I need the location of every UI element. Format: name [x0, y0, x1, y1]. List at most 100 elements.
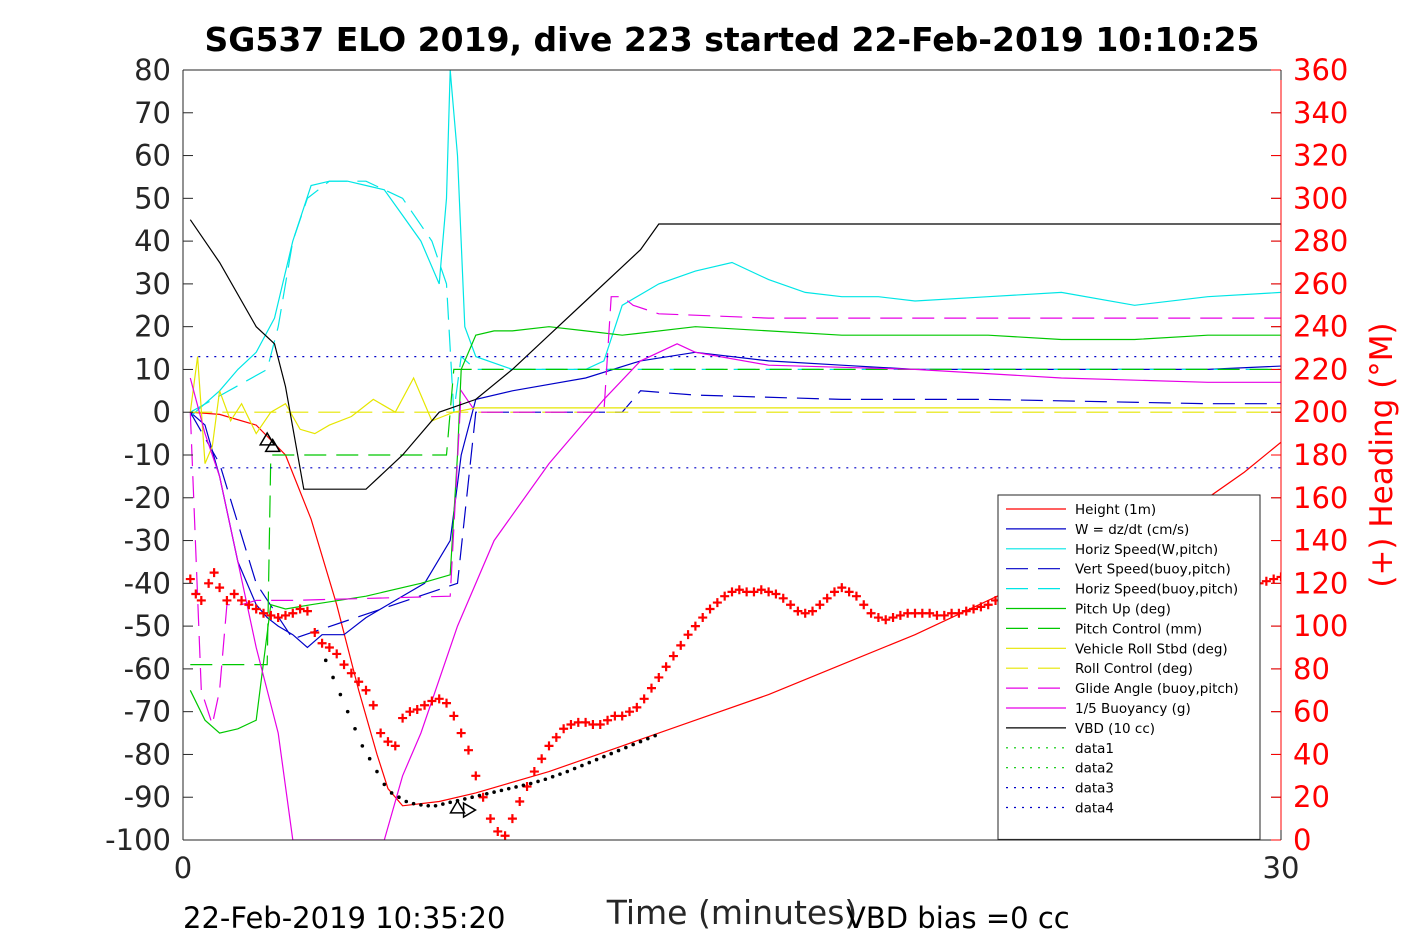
heading-marker — [793, 606, 803, 616]
heading-marker — [654, 672, 664, 682]
heading-marker — [756, 585, 766, 595]
right-tick-label: 100 — [1293, 609, 1348, 643]
left-tick-label: -80 — [124, 737, 171, 771]
right-tick-label: 260 — [1293, 267, 1348, 301]
right-tick-label: 280 — [1293, 224, 1348, 258]
heading-marker — [376, 728, 386, 738]
height-dot — [375, 769, 379, 774]
legend-label: Glide Angle (buoy,pitch) — [1075, 681, 1239, 697]
heading-marker — [493, 826, 503, 836]
heading-marker — [302, 606, 312, 616]
left-tick-label: -30 — [124, 524, 171, 558]
height-dot — [646, 736, 650, 741]
heading-marker — [698, 613, 708, 623]
heading-marker — [185, 574, 195, 584]
heading-marker — [720, 591, 730, 601]
heading-marker — [859, 600, 869, 610]
heading-marker — [463, 745, 473, 755]
height-dot — [397, 795, 401, 800]
heading-marker — [427, 696, 437, 706]
heading-marker — [617, 711, 627, 721]
legend-label: Vert Speed(buoy,pitch) — [1075, 562, 1231, 578]
heading-marker — [456, 728, 466, 738]
height-dot — [477, 793, 482, 798]
height-dot — [543, 777, 548, 782]
heading-marker — [280, 610, 290, 620]
height-dot — [463, 797, 467, 801]
heading-marker — [749, 587, 759, 597]
heading-marker — [771, 589, 781, 599]
height-dot — [441, 802, 445, 806]
heading-marker — [581, 717, 591, 727]
heading-marker — [866, 608, 876, 618]
heading-marker — [837, 583, 847, 593]
triangle-marker — [462, 801, 477, 819]
legend-label: data4 — [1075, 801, 1114, 817]
legend-label: Horiz Speed(W,pitch) — [1075, 542, 1218, 558]
heading-marker — [888, 613, 898, 623]
heading-marker — [196, 595, 206, 605]
legend-label: data3 — [1075, 781, 1114, 797]
triangle-marker — [258, 431, 276, 446]
heading-marker — [346, 668, 356, 678]
heading-marker — [786, 600, 796, 610]
series-line-2 — [189, 70, 1281, 417]
heading-marker — [954, 608, 964, 618]
footer-timestamp: 22-Feb-2019 10:35:20 — [183, 901, 505, 935]
heading-marker — [764, 587, 774, 597]
heading-marker — [632, 702, 642, 712]
height-dot — [624, 745, 628, 750]
heading-marker — [485, 814, 495, 824]
legend-label: W = dz/dt (cm/s) — [1075, 522, 1189, 538]
heading-marker — [471, 771, 481, 781]
left-tick-label: -40 — [124, 566, 171, 600]
legend-label: data2 — [1075, 761, 1114, 777]
left-tick-label: 40 — [134, 224, 171, 258]
footer-vbd-bias: VBD bias =0 cc — [846, 901, 1070, 935]
heading-marker — [259, 608, 269, 618]
height-dot — [323, 658, 328, 663]
heading-marker — [339, 660, 349, 670]
legend-label: Roll Control (deg) — [1075, 661, 1193, 677]
heading-marker — [676, 640, 686, 650]
legend-label: Horiz Speed(buoy,pitch) — [1075, 582, 1238, 598]
legend-box — [997, 494, 1261, 840]
heading-marker — [559, 724, 569, 734]
heading-marker — [566, 720, 576, 729]
height-dot — [484, 792, 489, 796]
legend-label: Pitch Control (mm) — [1075, 621, 1202, 637]
height-dot — [353, 726, 357, 731]
heading-marker — [529, 767, 539, 777]
height-dot — [572, 766, 577, 771]
height-dot — [550, 774, 555, 779]
right-tick-label: 220 — [1293, 352, 1348, 386]
heading-marker — [983, 600, 993, 610]
heading-marker — [646, 683, 656, 693]
heading-marker — [969, 604, 979, 614]
heading-marker — [925, 608, 935, 618]
heading-marker — [829, 587, 839, 597]
heading-marker — [537, 754, 547, 764]
heading-marker — [668, 651, 678, 661]
height-dot — [565, 769, 570, 774]
heading-marker — [310, 628, 320, 638]
heading-marker — [317, 638, 327, 648]
heading-marker — [683, 630, 693, 640]
heading-marker — [800, 608, 810, 618]
height-dot — [514, 785, 518, 789]
height-dot — [367, 756, 372, 761]
series-line-7 — [189, 356, 1281, 464]
axes: 80706050403020100-10-20-30-40-50-60-70-8… — [105, 53, 1348, 885]
legend-label: Pitch Up (deg) — [1075, 602, 1171, 618]
x-tick-label: 0 — [174, 851, 192, 885]
heading-marker — [361, 685, 371, 695]
series-line-11 — [189, 219, 1281, 490]
chart-title: SG537 ELO 2019, dive 223 started 22-Feb-… — [205, 20, 1260, 59]
left-tick-label: 0 — [153, 395, 171, 429]
heading-marker — [229, 589, 239, 599]
heading-marker — [1261, 576, 1271, 586]
height-dot — [631, 742, 635, 747]
x-tick-label: 30 — [1263, 851, 1300, 885]
height-dot — [404, 799, 409, 804]
